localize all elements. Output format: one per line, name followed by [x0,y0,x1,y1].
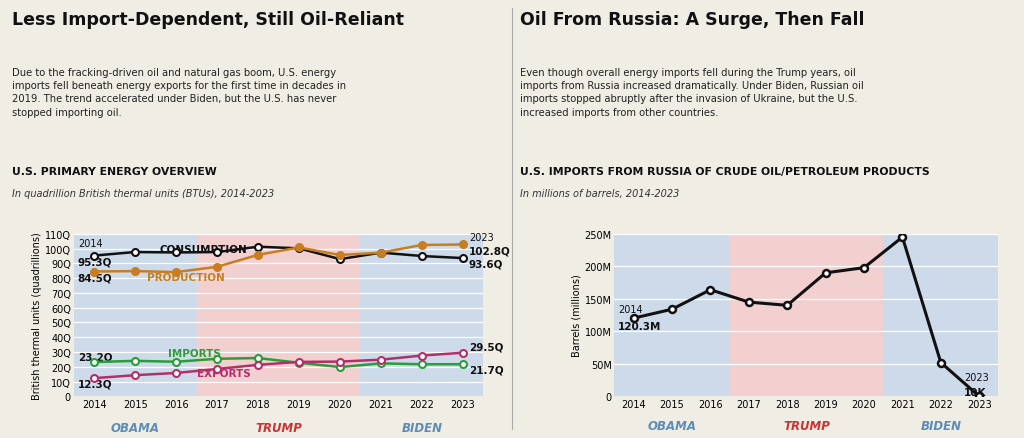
Text: Due to the fracking-driven oil and natural gas boom, U.S. energy
imports fell be: Due to the fracking-driven oil and natur… [12,68,346,117]
Text: EXPORTS: EXPORTS [197,368,250,378]
Text: OBAMA: OBAMA [647,419,696,432]
Text: 102.8Q: 102.8Q [469,246,511,256]
Text: 95.3Q: 95.3Q [78,257,113,267]
Text: BIDEN: BIDEN [921,419,962,432]
Text: PRODUCTION: PRODUCTION [147,272,225,282]
Text: 21.7Q: 21.7Q [469,365,504,375]
Bar [883,234,998,396]
Text: IMPORTS: IMPORTS [168,348,221,358]
Text: CONSUMPTION: CONSUMPTION [160,245,248,255]
Text: In millions of barrels, 2014-2023: In millions of barrels, 2014-2023 [520,188,680,198]
Text: TRUMP: TRUMP [783,419,829,432]
Text: 10K: 10K [964,387,986,397]
Text: 84.5Q: 84.5Q [78,272,113,283]
Text: BIDEN: BIDEN [401,421,442,434]
Bar [360,234,483,396]
Text: 2014: 2014 [78,239,102,249]
Text: In quadrillion British thermal units (BTUs), 2014-2023: In quadrillion British thermal units (BT… [12,188,274,198]
Text: 23.2Q: 23.2Q [78,352,113,361]
Text: U.S. PRIMARY ENERGY OVERVIEW: U.S. PRIMARY ENERGY OVERVIEW [12,166,217,177]
Text: 2023: 2023 [469,232,494,242]
Text: 12.3Q: 12.3Q [78,379,113,389]
Text: U.S. IMPORTS FROM RUSSIA OF CRUDE OIL/PETROLEUM PRODUCTS: U.S. IMPORTS FROM RUSSIA OF CRUDE OIL/PE… [520,166,930,177]
Y-axis label: Barrels (millions): Barrels (millions) [571,274,582,357]
Text: OBAMA: OBAMA [111,421,160,434]
Text: TRUMP: TRUMP [255,421,302,434]
Text: 93.6Q: 93.6Q [469,259,504,269]
Text: 120.3M: 120.3M [618,321,662,331]
Text: Even though overall energy imports fell during the Trump years, oil
imports from: Even though overall energy imports fell … [520,68,864,117]
Text: 29.5Q: 29.5Q [469,342,504,352]
Bar [614,234,729,396]
Text: Oil From Russia: A Surge, Then Fall: Oil From Russia: A Surge, Then Fall [520,11,864,29]
Text: Less Import-Dependent, Still Oil-Reliant: Less Import-Dependent, Still Oil-Reliant [12,11,404,29]
Text: 2023: 2023 [964,372,988,382]
Bar [729,234,883,396]
Bar [74,234,197,396]
Text: 2014: 2014 [618,304,643,314]
Bar [197,234,360,396]
Y-axis label: British thermal units (quadrillions): British thermal units (quadrillions) [32,232,42,399]
